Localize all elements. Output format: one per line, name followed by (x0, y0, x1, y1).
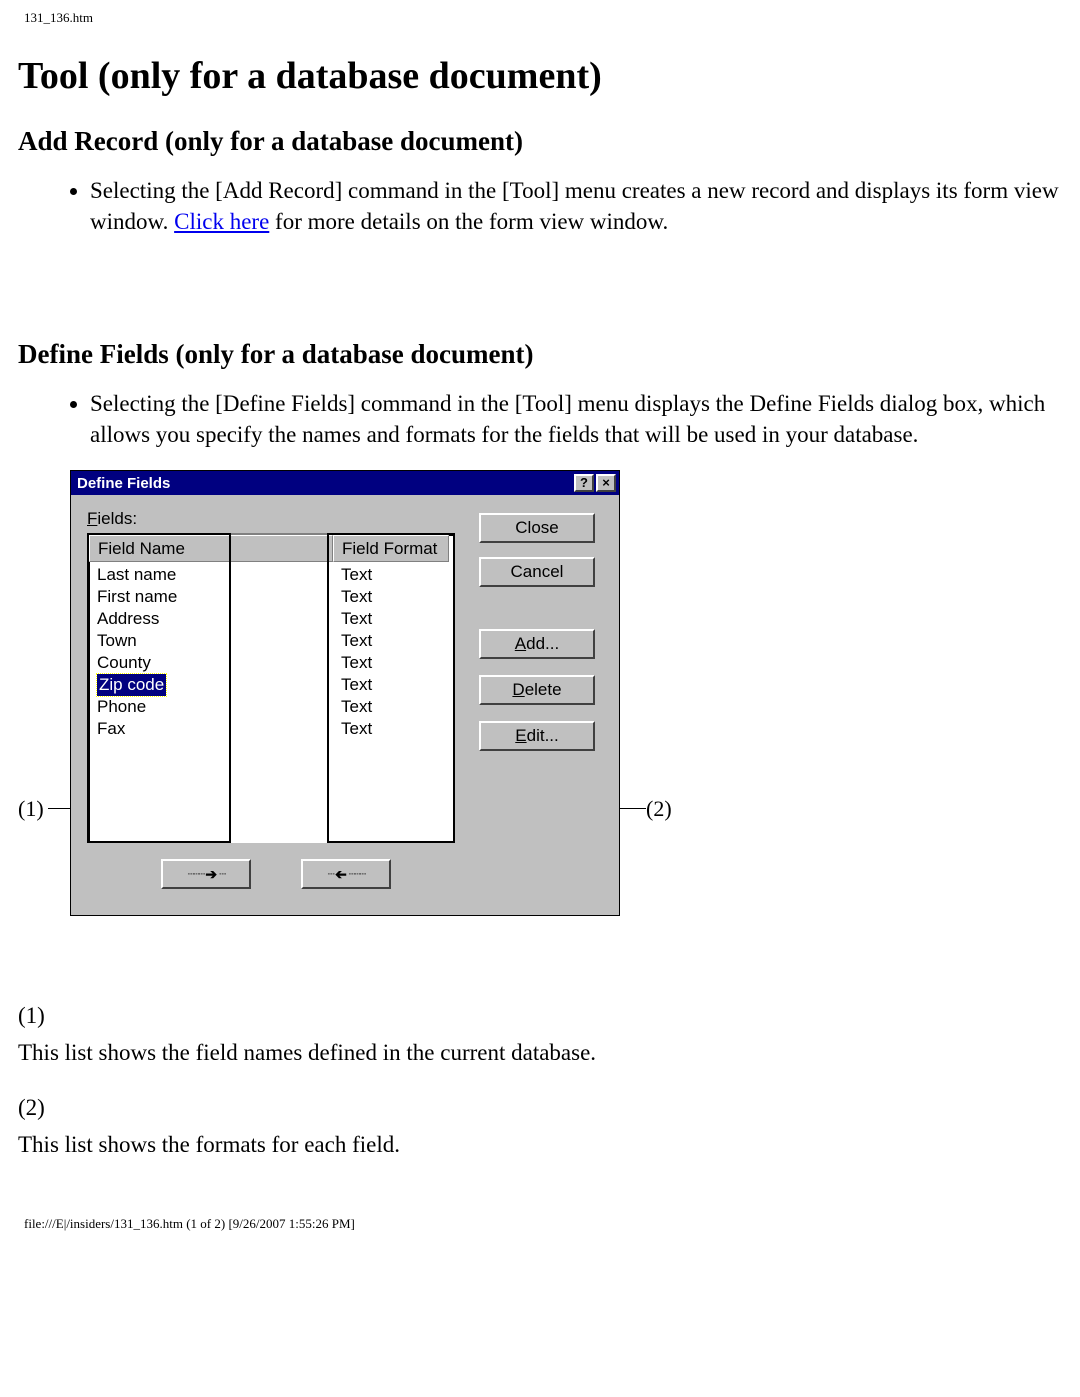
col-header-format[interactable]: Field Format (333, 535, 449, 562)
field-formats-column: TextTextTextTextTextTextTextText (333, 562, 449, 742)
note-1-text: This list shows the field names defined … (18, 1037, 1062, 1068)
col-header-name[interactable]: Field Name (89, 535, 333, 562)
list-item[interactable]: Last name (97, 564, 325, 586)
move-right-button[interactable]: ┄┄┄➔┄ (161, 859, 251, 889)
add-record-bullet: Selecting the [Add Record] command in th… (90, 175, 1062, 237)
fields-label: Fields: (87, 509, 137, 529)
arrow-left-icon: ➔ (335, 866, 347, 883)
list-item[interactable]: First name (97, 586, 325, 608)
click-here-link[interactable]: Click here (174, 209, 269, 234)
list-item[interactable]: Text (341, 608, 441, 630)
close-icon[interactable]: × (596, 474, 616, 492)
callout-1-label: (1) (18, 796, 44, 822)
list-item[interactable]: Fax (97, 718, 325, 740)
list-item[interactable]: Text (341, 630, 441, 652)
section-define-fields-heading: Define Fields (only for a database docum… (18, 339, 1062, 370)
list-item[interactable]: Text (341, 718, 441, 740)
page-title: Tool (only for a database document) (18, 54, 1062, 98)
dialog-title: Define Fields (77, 475, 170, 492)
list-item[interactable]: Text (341, 564, 441, 586)
add-record-text-post: for more details on the form view window… (269, 209, 668, 234)
cancel-button[interactable]: Cancel (479, 557, 595, 587)
note-2-num: (2) (18, 1092, 1062, 1123)
move-left-button[interactable]: ┄➔┄┄┄ (301, 859, 391, 889)
help-icon[interactable]: ? (574, 474, 594, 492)
callout-2-label: (2) (646, 796, 672, 822)
edit-button[interactable]: Edit... (479, 721, 595, 751)
list-item[interactable]: Address (97, 608, 325, 630)
field-names-column: Last nameFirst nameAddressTownCountyZip … (89, 562, 333, 742)
page-footer: file:///E|/insiders/131_136.htm (1 of 2)… (24, 1216, 1062, 1232)
note-2-text: This list shows the formats for each fie… (18, 1129, 1062, 1160)
list-item[interactable]: Town (97, 630, 325, 652)
note-1-num: (1) (18, 1000, 1062, 1031)
dialog-titlebar: Define Fields ? × (71, 471, 619, 495)
dashes-icon: ┄┄┄ (188, 867, 204, 881)
list-item[interactable]: Text (341, 652, 441, 674)
close-button[interactable]: Close (479, 513, 595, 543)
list-item[interactable]: Text (341, 586, 441, 608)
dashes-icon: ┄ (328, 867, 333, 881)
define-fields-dialog: Define Fields ? × Fields: Field Name Fie… (70, 470, 620, 916)
list-item[interactable]: County (97, 652, 325, 674)
delete-button[interactable]: Delete (479, 675, 595, 705)
list-item[interactable]: Phone (97, 696, 325, 718)
list-item[interactable]: Zip code (97, 674, 325, 696)
page-header-path: 131_136.htm (24, 10, 1062, 26)
fields-listbox[interactable]: Field Name Field Format Last nameFirst n… (87, 533, 455, 843)
add-button[interactable]: Add... (479, 629, 595, 659)
dashes-icon: ┄┄┄ (349, 867, 365, 881)
section-add-record-heading: Add Record (only for a database document… (18, 126, 1062, 157)
list-item[interactable]: Text (341, 696, 441, 718)
dashes-icon: ┄ (219, 867, 224, 881)
arrow-right-icon: ➔ (205, 866, 217, 883)
list-item[interactable]: Text (341, 674, 441, 696)
callout-2-line (618, 808, 646, 809)
define-fields-bullet: Selecting the [Define Fields] command in… (90, 388, 1062, 450)
